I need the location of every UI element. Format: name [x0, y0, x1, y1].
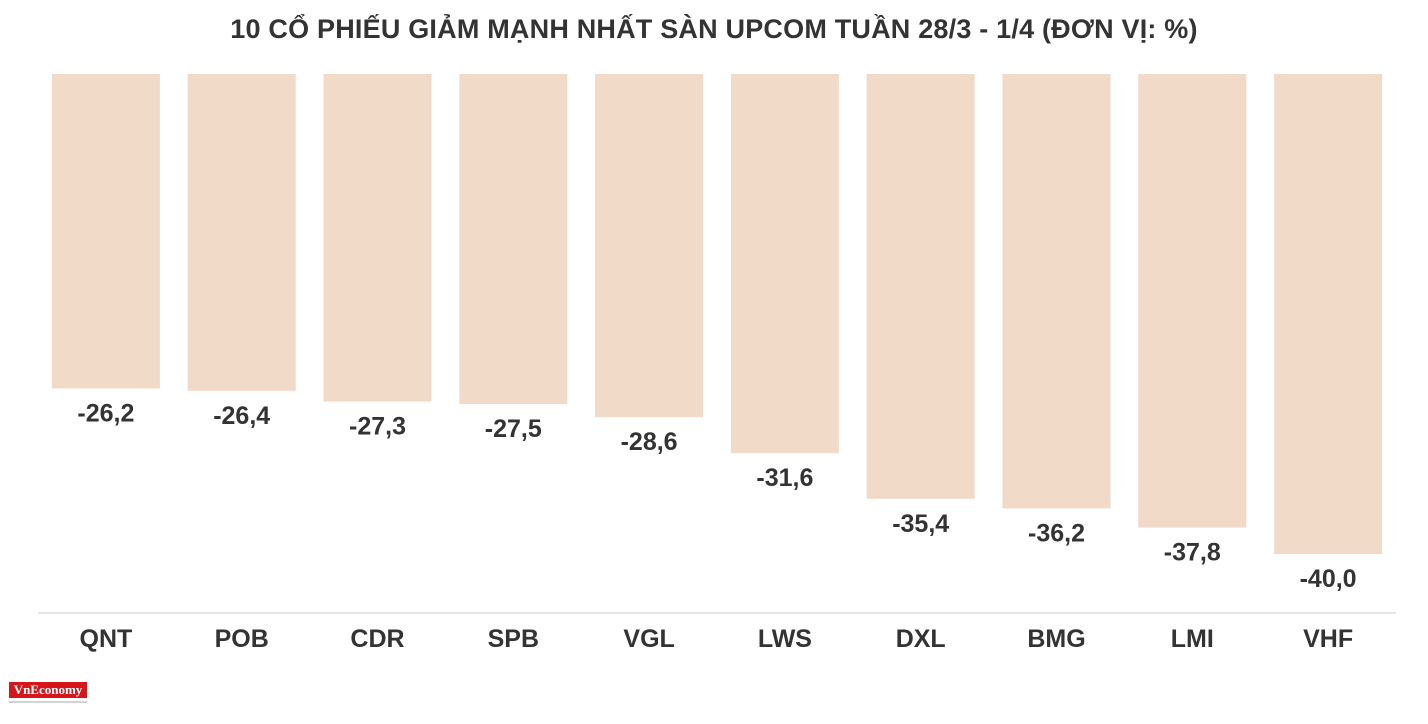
category-label-bmg: BMG: [1027, 625, 1085, 653]
bar-bmg: [1002, 74, 1111, 509]
category-label-pob: POB: [215, 625, 269, 653]
category-label-qnt: QNT: [80, 625, 133, 653]
value-label-lmi: -37,8: [1164, 539, 1221, 567]
value-label-vhf: -40,0: [1300, 565, 1357, 593]
bar-vhf: [1274, 74, 1383, 554]
category-label-spb: SPB: [488, 625, 539, 653]
category-label-lws: LWS: [758, 625, 812, 653]
category-label-cdr: CDR: [350, 625, 404, 653]
chart-title: 10 CỔ PHIẾU GIẢM MẠNH NHẤT SÀN UPCOM TUẦ…: [230, 14, 1198, 44]
logo-tagline: [9, 701, 87, 703]
category-label-vhf: VHF: [1303, 625, 1353, 653]
category-label-vgl: VGL: [623, 625, 674, 653]
bar-pob: [187, 74, 296, 391]
vneconomy-logo: VnEconomy: [9, 682, 89, 706]
bar-cdr: [323, 74, 432, 402]
bar-lmi: [1138, 74, 1247, 528]
value-label-qnt: -26,2: [77, 399, 134, 427]
value-label-vgl: -28,6: [621, 428, 678, 456]
value-label-pob: -26,4: [213, 402, 270, 430]
category-label-lmi: LMI: [1171, 625, 1214, 653]
bar-dxl: [866, 74, 975, 499]
value-label-spb: -27,5: [485, 415, 542, 443]
bar-lws: [730, 74, 839, 454]
bar-qnt: [51, 74, 160, 389]
logo-text: VnEconomy: [9, 682, 87, 698]
value-label-lws: -31,6: [756, 464, 813, 492]
value-label-bmg: -36,2: [1028, 519, 1085, 547]
value-label-cdr: -27,3: [349, 413, 406, 441]
category-label-dxl: DXL: [896, 625, 946, 653]
value-label-dxl: -35,4: [892, 510, 949, 538]
bar-vgl: [595, 74, 704, 418]
bar-spb: [459, 74, 568, 404]
